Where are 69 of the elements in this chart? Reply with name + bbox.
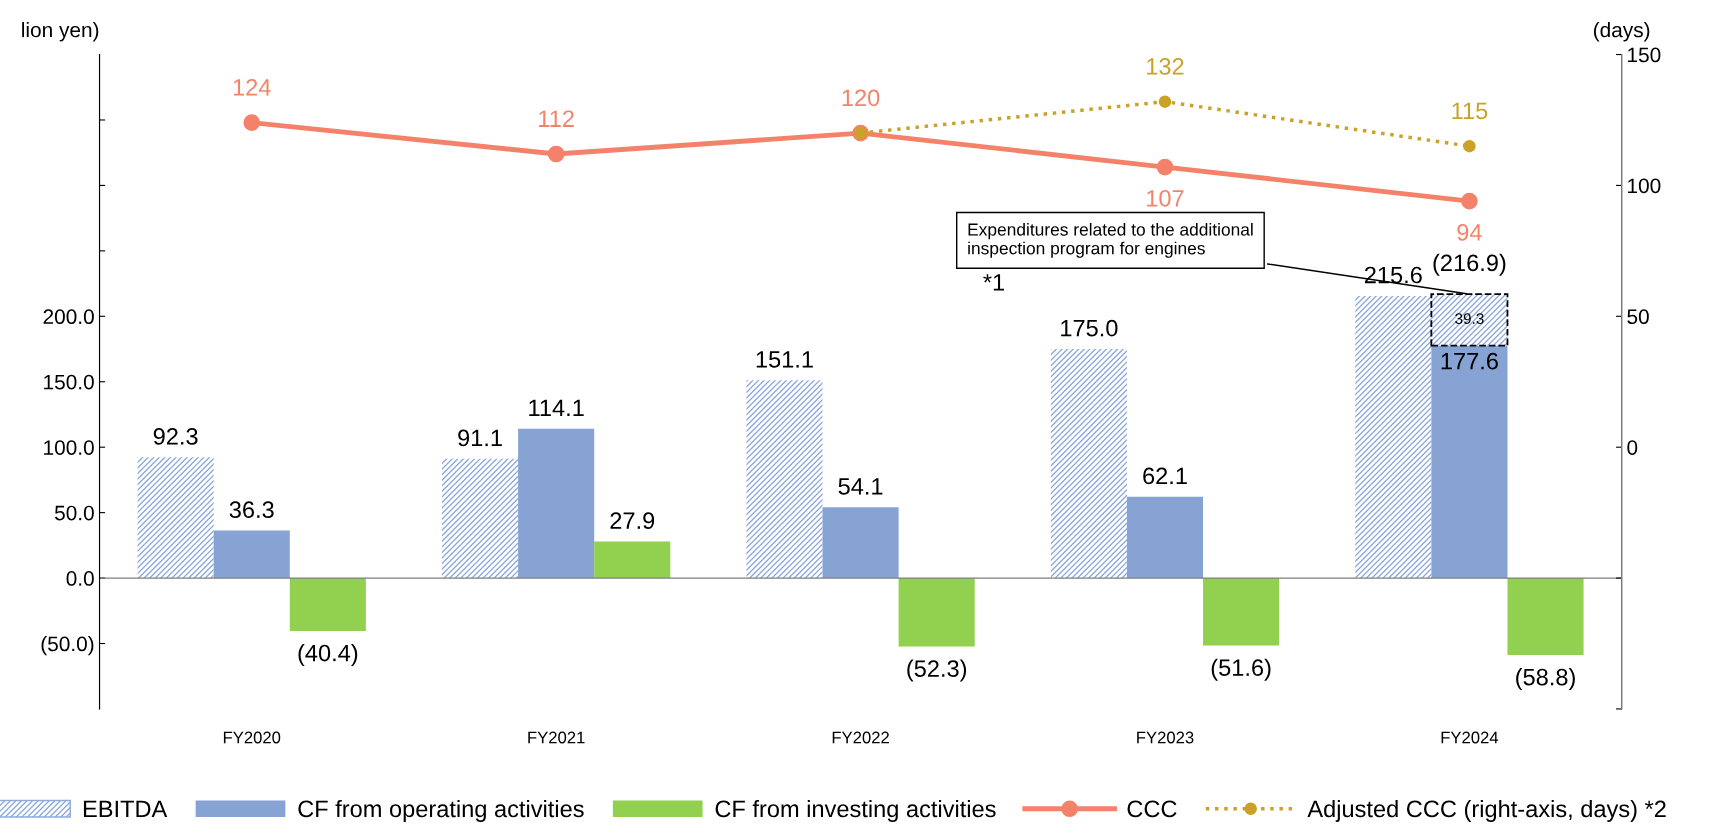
data-label: 132 xyxy=(1147,58,1184,75)
data-label: 115 xyxy=(1452,102,1488,120)
y-tick-label: (50.0) xyxy=(41,635,94,656)
y2-tick-label: 150 xyxy=(1628,47,1661,63)
data-label: 120 xyxy=(842,89,880,107)
bar xyxy=(1050,349,1127,579)
y-tick-label: 0.0 xyxy=(66,571,94,586)
data-label: (52.3) xyxy=(907,659,967,682)
data-label: 62.1 xyxy=(1143,467,1187,485)
data-label: 107 xyxy=(1147,189,1184,207)
bar xyxy=(594,541,671,579)
y-tick-label: 200.0 xyxy=(43,309,94,325)
y2-tick-label: 0 xyxy=(1627,440,1638,455)
bar xyxy=(746,380,823,579)
data-label: 177.6 xyxy=(1441,352,1498,370)
x-tick-label: FY2020 xyxy=(223,731,281,744)
y-tick-label: 50.0 xyxy=(54,505,94,521)
y-tick-label: 150.0 xyxy=(44,374,94,390)
legend-label: CF from investing activities xyxy=(715,799,996,822)
data-label: 175.0 xyxy=(1061,319,1118,337)
y2-tick-label: 100 xyxy=(1628,178,1661,194)
bar xyxy=(518,428,595,579)
legend-label: CF from operating activities xyxy=(298,799,584,822)
point xyxy=(1156,158,1174,176)
y-tick-label: 100.0 xyxy=(44,440,94,455)
bar xyxy=(442,458,519,579)
bar xyxy=(1355,295,1432,579)
annotation: (216.9) xyxy=(1433,253,1506,276)
bar xyxy=(1203,578,1280,646)
bar xyxy=(1431,345,1508,579)
bar xyxy=(137,457,214,579)
point xyxy=(547,145,565,163)
data-label: (40.4) xyxy=(298,644,358,667)
data-label: 112 xyxy=(539,110,574,127)
data-label: 54.1 xyxy=(838,478,883,495)
annotation: *1 xyxy=(983,274,1005,291)
data-label: 151.1 xyxy=(756,351,813,368)
legend-label: CCC xyxy=(1127,800,1177,818)
data-label: 36.3 xyxy=(229,501,274,519)
data-label: 91.1 xyxy=(458,429,502,447)
point xyxy=(1158,95,1172,108)
x-tick-label: FY2021 xyxy=(528,731,585,744)
x-tick-label: FY2022 xyxy=(832,731,889,744)
bar xyxy=(289,578,366,631)
bar xyxy=(1507,578,1584,656)
data-label: 39.3 xyxy=(1455,313,1484,324)
point xyxy=(1461,192,1478,210)
legend-label: EBITDA xyxy=(83,800,168,818)
data-label: 27.9 xyxy=(610,512,655,530)
bar xyxy=(822,507,899,579)
point xyxy=(1463,139,1476,153)
x-tick-label: FY2023 xyxy=(1137,731,1194,744)
bar xyxy=(1126,496,1204,579)
data-label: 215.6 xyxy=(1364,266,1422,284)
point xyxy=(243,114,261,131)
data-label: 94 xyxy=(1457,223,1482,241)
x-tick-label: FY2024 xyxy=(1441,731,1499,744)
y2-tick-label: 50 xyxy=(1627,309,1649,325)
bar xyxy=(213,530,290,579)
bar xyxy=(898,578,975,647)
y-axis-title: lion yen) xyxy=(22,22,99,42)
data-label: 92.3 xyxy=(153,428,198,445)
data-label: (51.6) xyxy=(1211,658,1271,681)
annotation: Expenditures related to the additional inspection program for engines xyxy=(968,222,1253,258)
data-label: (58.8) xyxy=(1516,668,1575,691)
y2-axis-title: (days) xyxy=(1593,22,1650,42)
data-label: 124 xyxy=(233,78,271,96)
legend-label: Adjusted CCC (right-axis, days) *2 xyxy=(1307,799,1666,822)
data-label: 114.1 xyxy=(529,399,584,416)
